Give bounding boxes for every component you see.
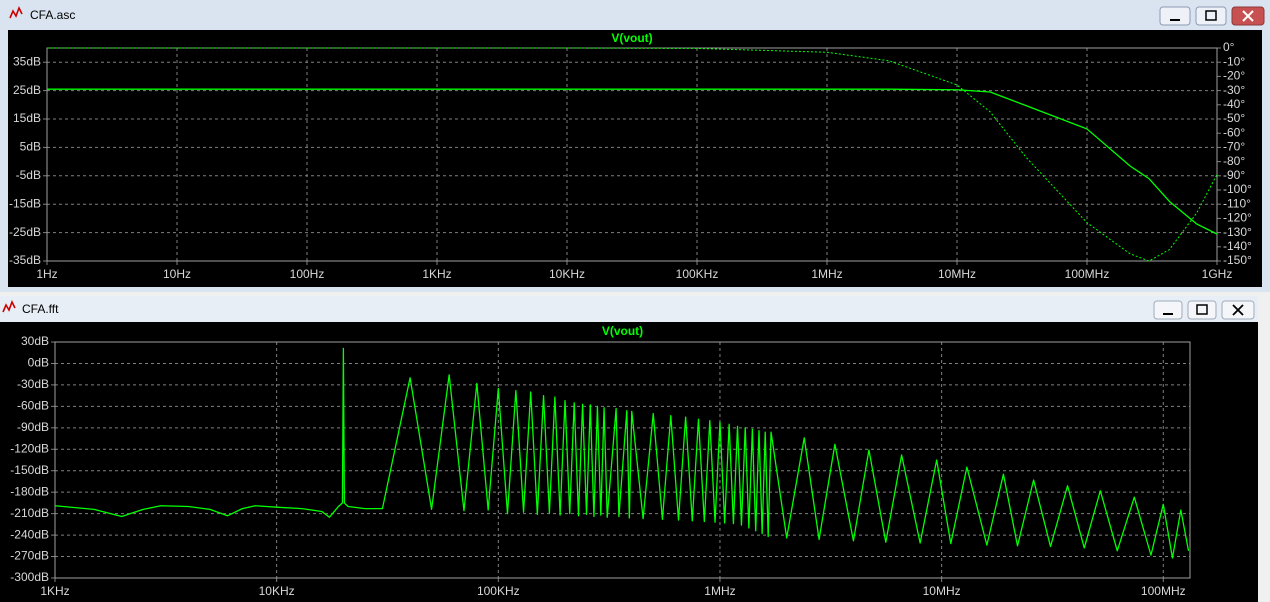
y2-tick-label: -130° bbox=[1223, 225, 1252, 239]
y-tick-label: -270dB bbox=[10, 549, 49, 563]
window-title: CFA.asc bbox=[30, 8, 75, 22]
x-tick-label: 1Hz bbox=[36, 267, 57, 281]
y-tick-label: -60dB bbox=[17, 399, 49, 413]
plot-title: V(vout) bbox=[611, 31, 652, 45]
plot-pane bbox=[0, 322, 1258, 602]
y2-tick-label: -140° bbox=[1223, 239, 1252, 253]
close-icon bbox=[1232, 304, 1244, 316]
y2-tick-label: -100° bbox=[1223, 182, 1252, 196]
maximize-icon bbox=[1205, 10, 1217, 21]
y-tick-label: -180dB bbox=[10, 484, 49, 498]
y-tick-label: 15dB bbox=[13, 111, 41, 125]
x-tick-label: 100KHz bbox=[676, 267, 719, 281]
trace bbox=[47, 47, 1218, 262]
maximize-icon bbox=[1196, 304, 1208, 315]
y2-tick-label: -60° bbox=[1223, 125, 1245, 139]
y-tick-label: -35dB bbox=[9, 253, 41, 267]
y-tick-label: -240dB bbox=[10, 527, 49, 541]
x-tick-label: 1KHz bbox=[40, 584, 69, 598]
y-tick-label: -90dB bbox=[17, 420, 49, 434]
window-icon bbox=[2, 300, 16, 313]
x-tick-label: 100MHz bbox=[1065, 267, 1110, 281]
trace bbox=[54, 347, 1190, 559]
x-tick-label: 10KHz bbox=[549, 267, 585, 281]
window-buttons[interactable] bbox=[1159, 6, 1265, 26]
y-tick-label: -5dB bbox=[16, 168, 41, 182]
plot-title: V(vout) bbox=[602, 324, 643, 338]
y2-tick-label: -90° bbox=[1223, 168, 1245, 182]
y-tick-label: 25dB bbox=[13, 83, 41, 97]
y2-tick-label: -80° bbox=[1223, 154, 1245, 168]
y-tick-label: -300dB bbox=[10, 570, 49, 584]
y2-tick-label: -10° bbox=[1223, 54, 1245, 68]
minimize-button[interactable] bbox=[1159, 6, 1191, 26]
maximize-button[interactable] bbox=[1187, 300, 1217, 320]
window-title: CFA.fft bbox=[22, 302, 59, 316]
y2-tick-label: 0° bbox=[1223, 40, 1235, 54]
x-tick-label: 1KHz bbox=[422, 267, 451, 281]
y-tick-label: 35dB bbox=[13, 54, 41, 68]
y-tick-label: -120dB bbox=[10, 441, 49, 455]
minimize-button[interactable] bbox=[1153, 300, 1183, 320]
x-tick-label: 10MHz bbox=[938, 267, 976, 281]
x-tick-label: 100Hz bbox=[290, 267, 325, 281]
y-tick-label: -30dB bbox=[17, 377, 49, 391]
x-tick-label: 10Hz bbox=[163, 267, 191, 281]
x-tick-label: 1MHz bbox=[704, 584, 735, 598]
y-tick-label: 0dB bbox=[28, 356, 49, 370]
y2-tick-label: -150° bbox=[1223, 253, 1252, 267]
y-tick-label: -210dB bbox=[10, 506, 49, 520]
y-tick-label: -25dB bbox=[9, 225, 41, 239]
y2-tick-label: -70° bbox=[1223, 140, 1245, 154]
y2-tick-label: -40° bbox=[1223, 97, 1245, 111]
x-tick-label: 1MHz bbox=[811, 267, 842, 281]
y-tick-label: -15dB bbox=[9, 196, 41, 210]
window-buttons[interactable] bbox=[1153, 300, 1255, 320]
x-tick-label: 1GHz bbox=[1202, 267, 1233, 281]
y2-tick-label: -50° bbox=[1223, 111, 1245, 125]
plot-frame bbox=[54, 341, 1191, 579]
y2-tick-label: -20° bbox=[1223, 69, 1245, 83]
close-icon bbox=[1242, 10, 1254, 22]
y-tick-label: -150dB bbox=[10, 463, 49, 477]
y2-tick-label: -120° bbox=[1223, 211, 1252, 225]
x-tick-label: 100MHz bbox=[1141, 584, 1186, 598]
y2-tick-label: -110° bbox=[1223, 196, 1251, 210]
plot-pane bbox=[8, 30, 1262, 287]
maximize-button[interactable] bbox=[1195, 6, 1227, 26]
x-tick-label: 10MHz bbox=[923, 584, 961, 598]
x-tick-label: 100KHz bbox=[477, 584, 520, 598]
y-tick-label: 5dB bbox=[20, 140, 41, 154]
y-tick-label: 30dB bbox=[21, 334, 49, 348]
y2-tick-label: -30° bbox=[1223, 83, 1245, 97]
trace bbox=[47, 88, 1218, 235]
window-icon bbox=[9, 6, 23, 19]
x-tick-label: 10KHz bbox=[259, 584, 295, 598]
